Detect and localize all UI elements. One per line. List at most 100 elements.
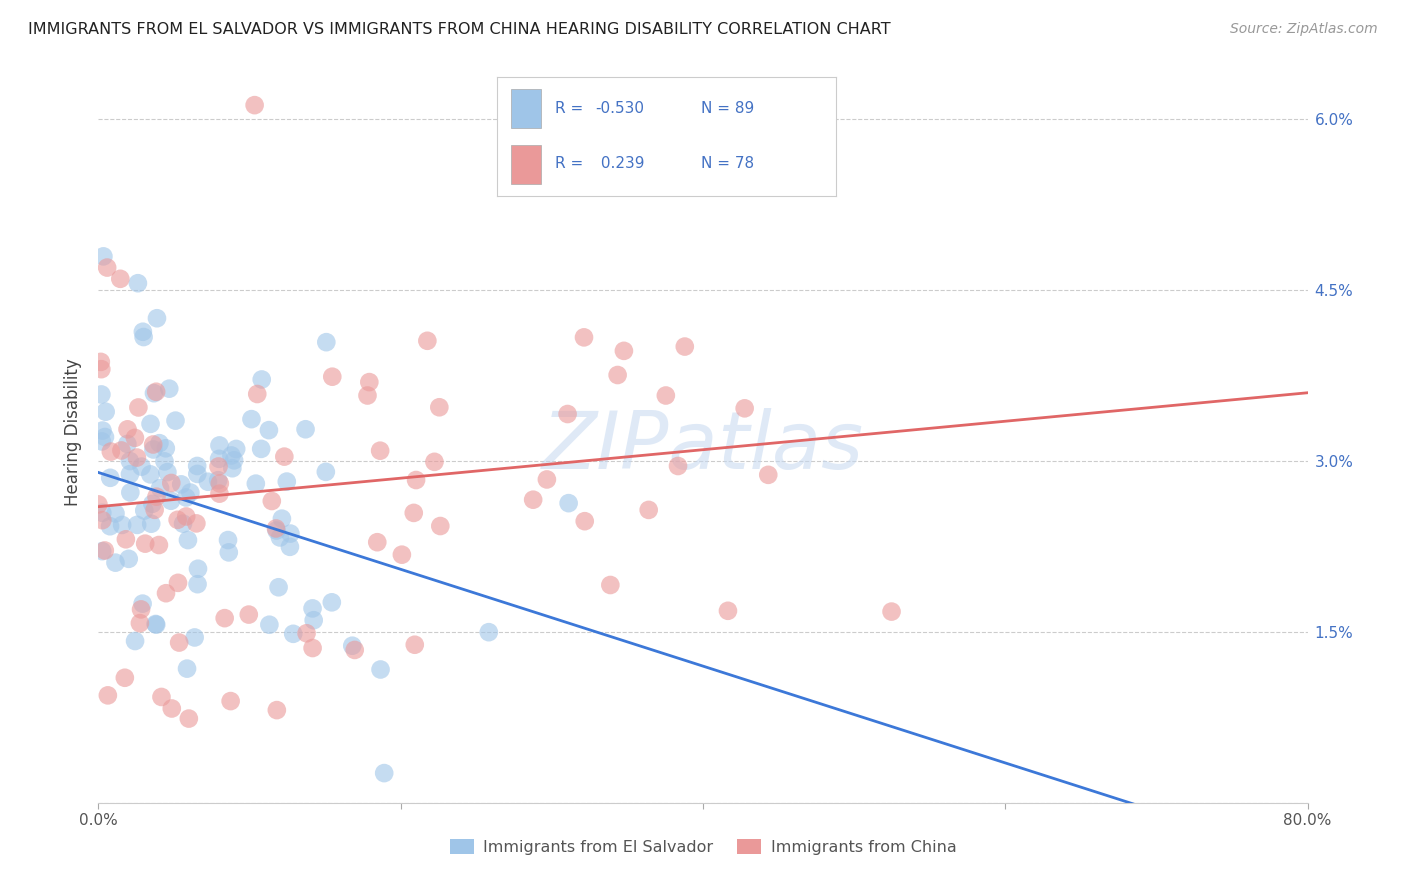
Point	[91, 513, 114, 527]
Point	[149, 481, 172, 495]
Point	[110, 443, 132, 458]
Point	[283, 627, 305, 641]
Point	[118, 454, 141, 468]
Point	[94, 543, 117, 558]
Point	[96, 260, 118, 275]
Point	[129, 602, 152, 616]
Point	[214, 611, 236, 625]
Point	[366, 535, 388, 549]
Point	[157, 382, 180, 396]
Point	[143, 503, 166, 517]
Point	[132, 325, 155, 339]
Point	[208, 451, 231, 466]
Point	[207, 459, 229, 474]
Point	[170, 477, 193, 491]
Point	[145, 617, 167, 632]
Text: IMMIGRANTS FROM EL SALVADOR VS IMMIGRANTS FROM CHINA HEARING DISABILITY CORRELAT: IMMIGRANTS FROM EL SALVADOR VS IMMIGRANT…	[28, 22, 891, 37]
Point	[139, 467, 162, 482]
Point	[238, 607, 260, 622]
Point	[273, 450, 295, 464]
Point	[572, 330, 595, 344]
Point	[423, 455, 446, 469]
Point	[186, 467, 208, 481]
Point	[155, 586, 177, 600]
Point	[269, 530, 291, 544]
Point	[416, 334, 439, 348]
Y-axis label: Hearing Disability: Hearing Disability	[65, 359, 83, 507]
Point	[221, 461, 243, 475]
Point	[100, 444, 122, 458]
Point	[98, 519, 121, 533]
Point	[402, 506, 425, 520]
Point	[673, 340, 696, 354]
Point	[110, 272, 132, 286]
Point	[90, 362, 112, 376]
Text: ZIPatlas: ZIPatlas	[541, 409, 865, 486]
Point	[150, 690, 173, 704]
Point	[167, 575, 190, 590]
Point	[127, 401, 149, 415]
Point	[217, 533, 239, 547]
Point	[104, 507, 127, 521]
Point	[160, 475, 183, 490]
Point	[118, 467, 141, 482]
Point	[91, 506, 114, 520]
Text: Source: ZipAtlas.com: Source: ZipAtlas.com	[1230, 22, 1378, 37]
Point	[271, 511, 294, 525]
Point	[404, 638, 426, 652]
Point	[574, 514, 596, 528]
Point	[91, 424, 114, 438]
Point	[177, 712, 200, 726]
Point	[114, 671, 136, 685]
Point	[315, 335, 337, 350]
Point	[208, 438, 231, 452]
Point	[145, 617, 167, 632]
Point	[148, 436, 170, 450]
Point	[97, 689, 120, 703]
Point	[207, 473, 229, 487]
Point	[250, 372, 273, 386]
Point	[717, 604, 740, 618]
Point	[124, 431, 146, 445]
Point	[245, 476, 267, 491]
Point	[145, 490, 167, 504]
Point	[124, 634, 146, 648]
Point	[880, 605, 903, 619]
Point	[302, 613, 325, 627]
Point	[218, 545, 240, 559]
Point	[250, 442, 273, 456]
Point	[240, 412, 263, 426]
Point	[266, 703, 288, 717]
Point	[160, 493, 183, 508]
Point	[429, 519, 451, 533]
Point	[734, 401, 756, 416]
Point	[141, 516, 163, 531]
Point	[264, 521, 287, 535]
Point	[134, 536, 156, 550]
Point	[98, 471, 121, 485]
Point	[131, 597, 153, 611]
Point	[606, 368, 628, 382]
Point	[321, 595, 343, 609]
Point	[111, 517, 134, 532]
Point	[276, 475, 298, 489]
Point	[613, 343, 636, 358]
Point	[115, 533, 138, 547]
Point	[145, 384, 167, 399]
Point	[219, 694, 242, 708]
Point	[155, 442, 177, 456]
Point	[177, 533, 200, 547]
Point	[87, 497, 110, 511]
Legend: Immigrants from El Salvador, Immigrants from China: Immigrants from El Salvador, Immigrants …	[443, 833, 963, 862]
Point	[174, 491, 197, 505]
Point	[391, 548, 413, 562]
Point	[342, 639, 364, 653]
Point	[321, 369, 343, 384]
Point	[165, 414, 187, 428]
Point	[117, 422, 139, 436]
Point	[301, 640, 323, 655]
Point	[142, 437, 165, 451]
Point	[153, 454, 176, 468]
Point	[637, 503, 659, 517]
Point	[127, 276, 149, 290]
